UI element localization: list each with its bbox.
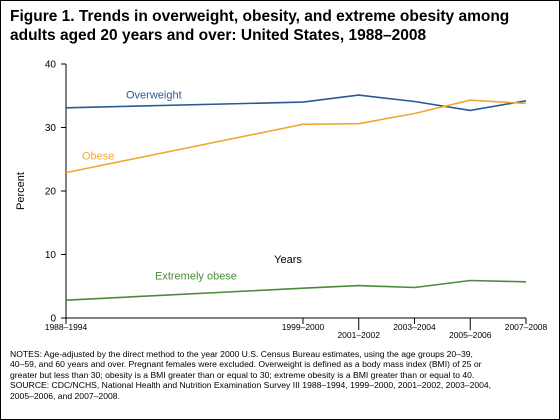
series-line [65, 99, 527, 174]
series-label: Overweight [126, 89, 182, 101]
line-chart: 0 10 20 30 40 1988–1994 1999–2000 2001–2002 2003… [15, 60, 548, 341]
notes-line: 2005–2006, and 2007–2008. [10, 390, 120, 401]
chart-axes: 0 10 20 30 40 1988–1994 1999–2000 2001–2002 2003… [45, 60, 548, 341]
notes-line: NOTES: Age-adjusted by the direct method… [10, 349, 473, 359]
chart-series [65, 94, 527, 301]
series-line [65, 279, 527, 301]
figure-title: Figure 1. Trends in overweight, obesity,… [10, 7, 550, 45]
chart-labels: Percent Years Overweight Obese Extremely obe… [15, 89, 302, 282]
y-tick-label: 30 [45, 123, 57, 134]
notes-line: SOURCE: CDC/NCHS, National Health and Nu… [10, 380, 492, 391]
notes-line: greater but less than 30; obesity is a B… [10, 369, 475, 380]
y-tick-label: 40 [45, 60, 57, 71]
x-tick-label: 2003–2004 [393, 322, 436, 332]
title-line: adults aged 20 years and over: United St… [10, 27, 427, 44]
x-tick-label: 2005–2006 [449, 330, 492, 340]
x-tick-label: 2007–2008 [505, 322, 548, 332]
y-tick-label: 10 [45, 250, 57, 261]
y-axis-title: Percent [15, 172, 27, 210]
series-line [65, 94, 527, 112]
series-label: Extremely obese [155, 271, 237, 283]
series-label: Obese [82, 150, 114, 162]
y-tick-label: 20 [45, 187, 57, 198]
x-tick-label: 1999–2000 [282, 322, 325, 332]
title-line: Figure 1. Trends in overweight, obesity,… [10, 8, 510, 25]
x-tick-label: 1988–1994 [45, 322, 88, 332]
x-axis-title: Years [274, 254, 302, 266]
notes-line: 40–59, and 60 years and over. Pregnant f… [10, 359, 482, 370]
x-tick-label: 2001–2002 [337, 330, 380, 340]
figure-notes: NOTES: Age-adjusted by the direct method… [10, 349, 550, 401]
y-tick-label: 0 [50, 314, 56, 325]
